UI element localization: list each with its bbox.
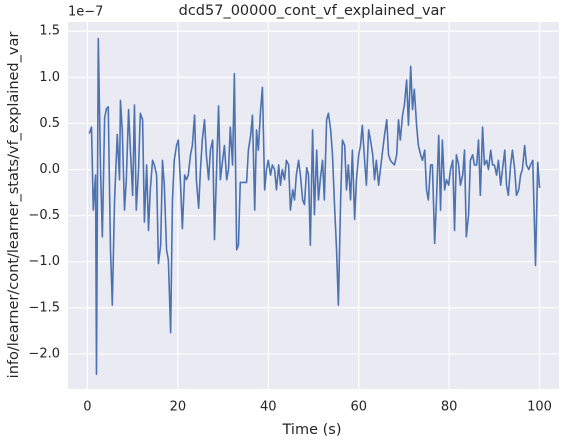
x-tick-label: 0: [83, 400, 91, 415]
y-tick-label: −0.5: [28, 208, 60, 223]
y-tick-label: −1.5: [28, 300, 60, 315]
y-tick-label: −1.0: [28, 254, 60, 269]
chart-title: dcd57_00000_cont_vf_explained_var: [179, 3, 446, 19]
x-tick-label: 100: [527, 400, 552, 415]
data-line: [88, 37, 541, 376]
x-tick-label: 40: [260, 400, 277, 415]
marks: [88, 37, 541, 376]
y-tick-label: 0.5: [39, 116, 60, 131]
y-offset-text: 1e−7: [68, 5, 103, 20]
y-tick-label: −2.0: [28, 346, 60, 361]
y-tick-label: 1.0: [39, 70, 60, 85]
x-tick-label: 20: [170, 400, 187, 415]
y-axis-label: info/learner/cont/learner_stats/vf_expla…: [6, 32, 22, 379]
y-tick-label: 0.0: [39, 162, 60, 177]
y-tick-label: 1.5: [39, 24, 60, 39]
x-tick-label: 60: [350, 400, 367, 415]
x-tick-label: 80: [441, 400, 458, 415]
x-axis-label: Time (s): [282, 422, 342, 438]
